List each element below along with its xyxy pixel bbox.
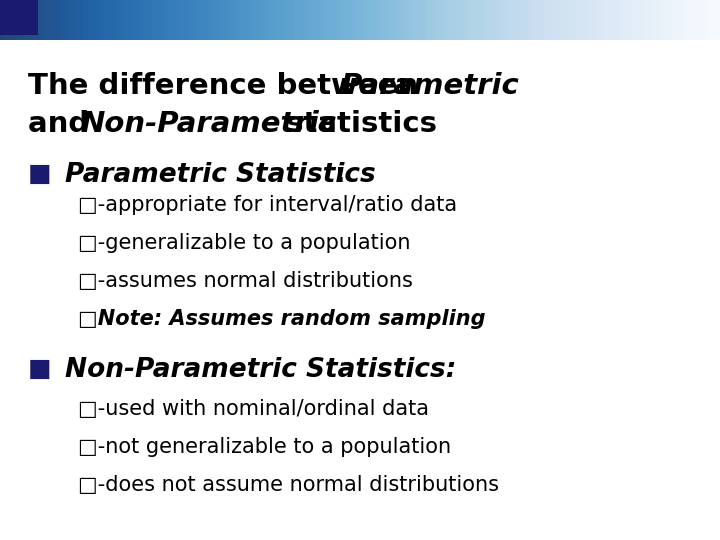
Text: statistics: statistics	[276, 110, 437, 138]
Text: Non-Parametric Statistics:: Non-Parametric Statistics:	[65, 357, 456, 383]
Text: Non-Parametric: Non-Parametric	[80, 110, 336, 138]
Text: □-does not assume normal distributions: □-does not assume normal distributions	[78, 475, 499, 495]
Text: □-assumes normal distributions: □-assumes normal distributions	[78, 271, 413, 291]
Text: Parametric: Parametric	[340, 72, 518, 100]
Text: □Note: Assumes random sampling: □Note: Assumes random sampling	[78, 309, 485, 329]
Text: :: :	[335, 162, 346, 188]
Text: □-generalizable to a population: □-generalizable to a population	[78, 233, 410, 253]
Text: and: and	[28, 110, 99, 138]
Text: □-used with nominal/ordinal data: □-used with nominal/ordinal data	[78, 399, 429, 419]
Text: Parametric Statistics: Parametric Statistics	[65, 162, 376, 188]
Text: □-not generalizable to a population: □-not generalizable to a population	[78, 437, 451, 457]
FancyBboxPatch shape	[0, 0, 38, 35]
Text: ■: ■	[28, 162, 52, 186]
Text: The difference between: The difference between	[28, 72, 428, 100]
Text: ■: ■	[28, 357, 52, 381]
Text: □-appropriate for interval/ratio data: □-appropriate for interval/ratio data	[78, 195, 457, 215]
